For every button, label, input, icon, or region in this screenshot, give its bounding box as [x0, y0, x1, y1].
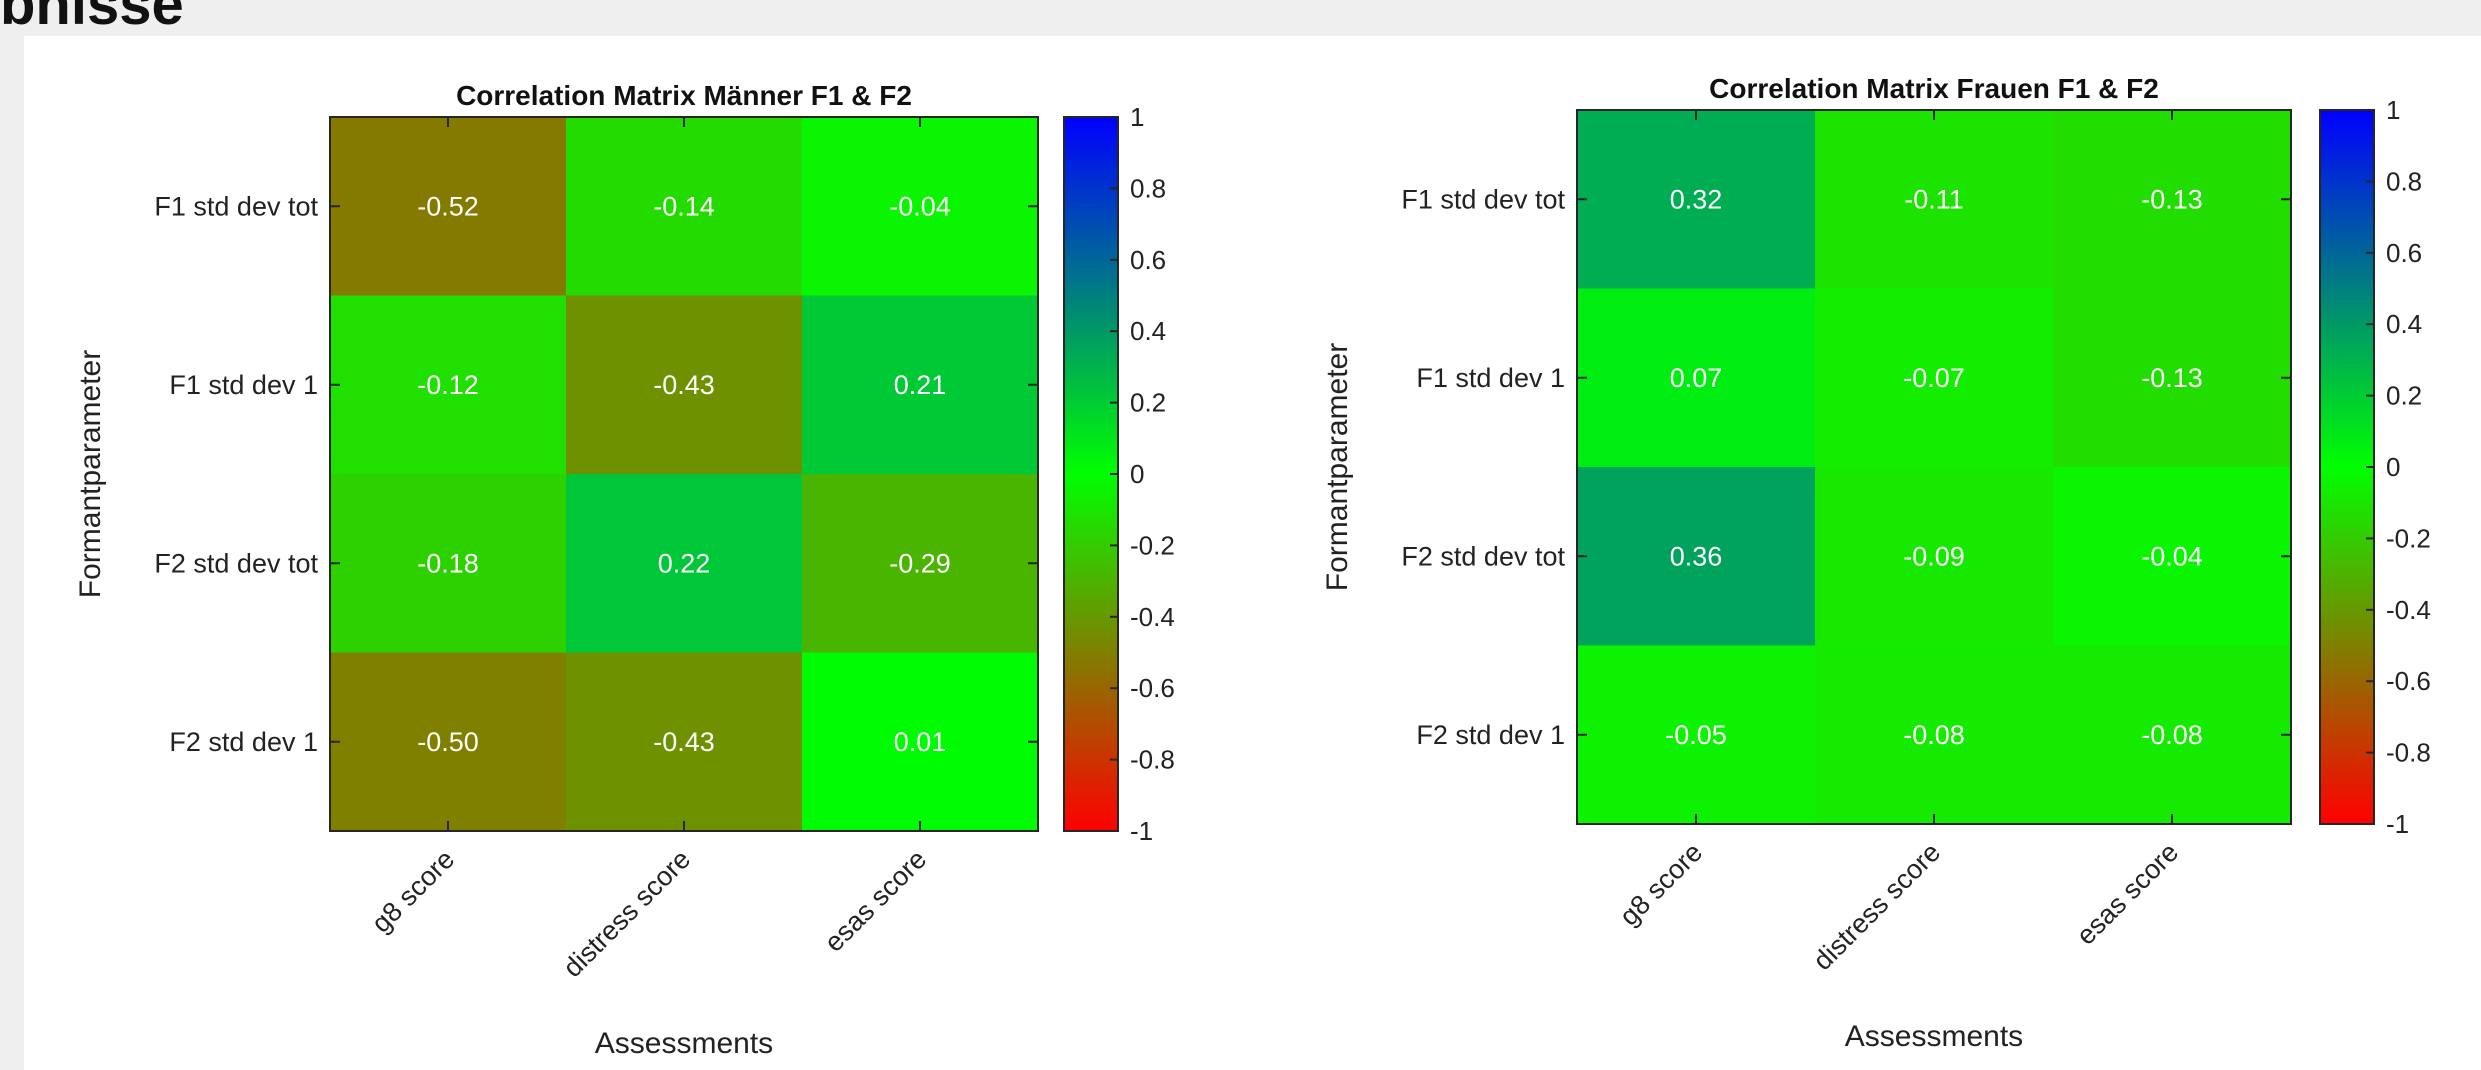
cell-value-label: 0.36	[1670, 541, 1723, 571]
x-tick-label: distress score	[557, 844, 696, 983]
x-tick-label: g8 score	[366, 844, 460, 938]
colorbar-bar	[2319, 109, 2375, 825]
colorbar-tick-label: -1	[1130, 816, 1153, 846]
heatmap-cell	[1815, 467, 2054, 646]
figure-canvas: Correlation Matrix Männer F1 & F2 -0.52 -0…	[74, 73, 2431, 1060]
cell-value-label: -0.14	[653, 191, 715, 221]
heatmap-cell	[2053, 467, 2292, 646]
heatmap-cell	[1577, 288, 1816, 468]
colorbar-tick-label: 0	[2386, 452, 2400, 482]
figure-panel: Correlation Matrix Männer F1 & F2 -0.52 -0…	[24, 36, 2481, 1070]
cell-value-label: 0.07	[1670, 363, 1723, 393]
colorbar-tick-label: 0.8	[2386, 166, 2422, 196]
heatmap-cell	[566, 117, 803, 296]
heatmap-chart-1: Correlation Matrix Männer F1 & F2 -0.52 -0…	[74, 80, 1175, 1060]
colorbar: 1 0.8 0.6 0.4 0.2 0 -0.2 -0.4 -0.6 -0.8 -1	[1063, 102, 1175, 846]
y-axis-label: Formantparameter	[74, 350, 107, 598]
cell-value-label: -0.43	[653, 727, 715, 757]
x-tick-label: esas score	[2071, 837, 2185, 951]
heatmap-cell	[566, 652, 803, 832]
x-tick-label: esas score	[819, 844, 933, 958]
heatmap-cell	[330, 295, 567, 475]
y-tick-label: F2 std dev 1	[1416, 720, 1565, 750]
cell-value-label: 0.21	[894, 370, 947, 400]
colorbar-tick-label: -0.8	[2386, 738, 2431, 768]
colorbar-tick-label: 0.4	[1130, 316, 1166, 346]
y-tick-label: F1 std dev tot	[1401, 184, 1565, 214]
colorbar-tick-label: -0.4	[2386, 595, 2431, 625]
y-tick-label: F2 std dev 1	[169, 727, 318, 757]
cell-value-label: -0.29	[889, 548, 951, 578]
heatmap-cell	[802, 474, 1039, 653]
heatmap-cell	[1815, 288, 2054, 468]
cell-value-label: 0.22	[658, 548, 711, 578]
cell-value-label: -0.08	[1903, 720, 1965, 750]
heatmap-cell	[1577, 110, 1816, 289]
cell-value-label: 0.01	[894, 727, 947, 757]
cell-value-label: -0.18	[417, 548, 479, 578]
chart-title: Correlation Matrix Männer F1 & F2	[456, 80, 912, 111]
colorbar-tick-label: -0.8	[1130, 745, 1175, 775]
cell-value-label: -0.04	[2141, 541, 2203, 571]
cell-value-label: -0.12	[417, 370, 479, 400]
heatmap-cell	[2053, 110, 2292, 289]
cell-value-label: -0.08	[2141, 720, 2203, 750]
heatmap-cell	[802, 117, 1039, 296]
heatmap-cell	[1815, 645, 2054, 825]
cell-value-label: -0.09	[1903, 541, 1965, 571]
cell-value-label: 0.32	[1670, 184, 1723, 214]
colorbar-tick-label: 0.6	[1130, 245, 1166, 275]
y-tick-label: F1 std dev 1	[1416, 363, 1565, 393]
heatmap-cell	[1577, 467, 1816, 646]
page-heading: bnisse	[0, 0, 184, 37]
colorbar: 1 0.8 0.6 0.4 0.2 0 -0.2 -0.4 -0.6 -0.8 -1	[2319, 95, 2431, 839]
heatmap-cell	[1577, 645, 1816, 825]
x-axis-label: Assessments	[1845, 1020, 2023, 1053]
cell-value-label: -0.52	[417, 191, 479, 221]
x-axis-label: Assessments	[595, 1027, 773, 1060]
colorbar-tick-label: 1	[2386, 95, 2400, 125]
y-tick-label: F1 std dev tot	[154, 191, 318, 221]
y-tick-label: F2 std dev tot	[1401, 541, 1565, 571]
colorbar-tick-label: -1	[2386, 809, 2409, 839]
cell-value-label: -0.11	[1904, 184, 1964, 214]
colorbar-tick-label: -0.2	[2386, 523, 2431, 553]
colorbar-tick-label: 0.2	[1130, 388, 1166, 418]
colorbar-tick-label: 0	[1130, 459, 1144, 489]
heatmap-cell	[802, 295, 1039, 475]
colorbar-tick-label: 0.6	[2386, 238, 2422, 268]
colorbar-tick-label: -0.4	[1130, 602, 1175, 632]
cell-value-label: -0.13	[2141, 184, 2203, 214]
colorbar-tick-label: -0.6	[2386, 666, 2431, 696]
y-tick-label: F2 std dev tot	[154, 548, 318, 578]
y-tick-label: F1 std dev 1	[169, 370, 318, 400]
colorbar-bar	[1063, 116, 1119, 832]
heatmap-cell	[1815, 110, 2054, 289]
cell-value-label: -0.43	[653, 370, 715, 400]
heatmap-cell	[330, 652, 567, 832]
heatmap-cell	[2053, 288, 2292, 468]
x-tick-label: g8 score	[1614, 837, 1708, 931]
cell-value-label: -0.07	[1903, 363, 1965, 393]
cell-value-label: -0.04	[889, 191, 951, 221]
cell-value-label: -0.50	[417, 727, 479, 757]
colorbar-tick-label: -0.2	[1130, 530, 1175, 560]
heatmap-cell	[330, 474, 567, 653]
colorbar-tick-label: 0.4	[2386, 309, 2422, 339]
x-tick-label: distress score	[1807, 837, 1946, 976]
cell-value-label: -0.13	[2141, 363, 2203, 393]
heatmap-cell	[2053, 645, 2292, 825]
heatmap-cell	[802, 652, 1039, 832]
heatmap-cell	[566, 474, 803, 653]
cell-value-label: -0.05	[1665, 720, 1727, 750]
chart-title: Correlation Matrix Frauen F1 & F2	[1709, 73, 2159, 104]
colorbar-tick-label: 0.8	[1130, 173, 1166, 203]
heatmap-cell	[330, 117, 567, 296]
y-axis-label: Formantparameter	[1321, 343, 1354, 591]
colorbar-tick-label: 1	[1130, 102, 1144, 132]
heatmap-cell	[566, 295, 803, 475]
heatmap-chart-2: Correlation Matrix Frauen F1 & F2 0.32 -0.…	[1321, 73, 2431, 1053]
colorbar-tick-label: 0.2	[2386, 381, 2422, 411]
colorbar-tick-label: -0.6	[1130, 673, 1175, 703]
